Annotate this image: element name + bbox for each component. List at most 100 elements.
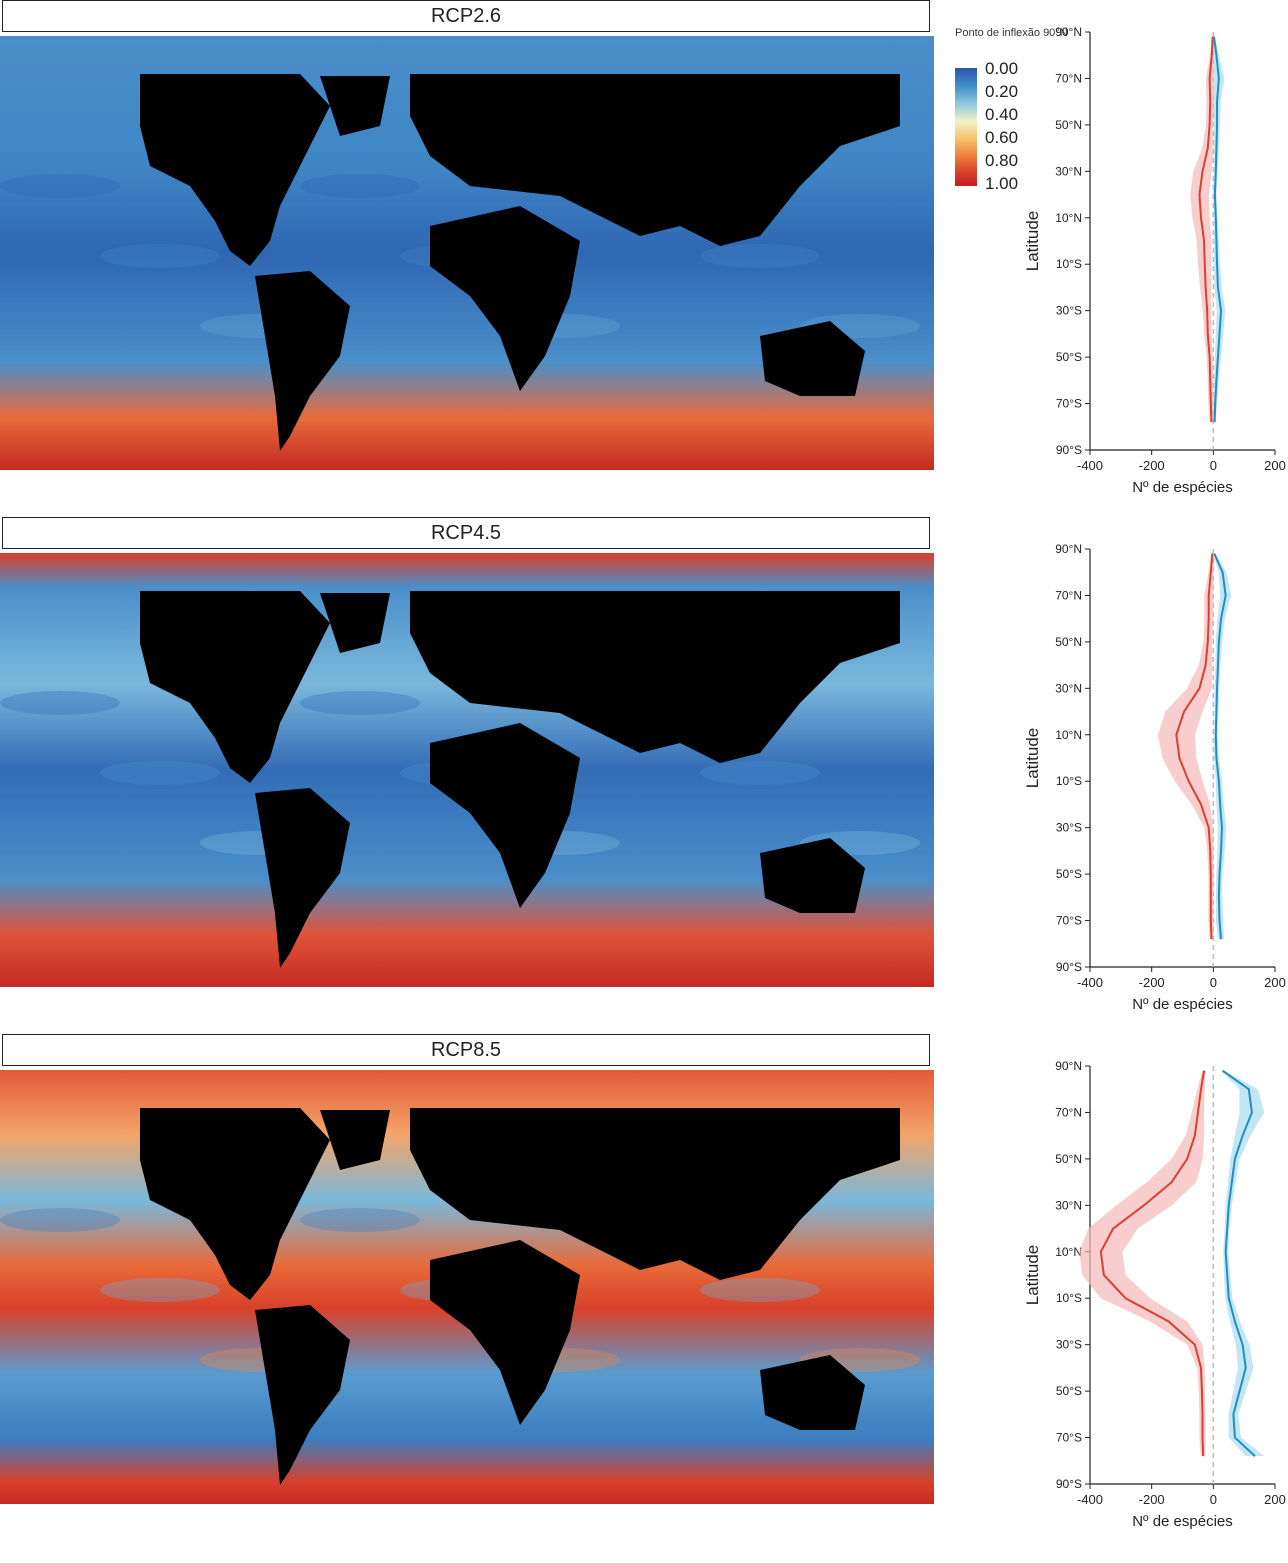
series-band-0 — [1079, 1070, 1206, 1457]
continent-north-america — [140, 591, 330, 783]
ocean-texture — [100, 1278, 220, 1302]
x-tick-label: -200 — [1139, 975, 1165, 990]
panel-title-0: RCP2.6 — [2, 0, 930, 32]
y-tick-label: 10°N — [1055, 1245, 1082, 1259]
x-tick-label: -200 — [1139, 458, 1165, 473]
legend-label-2: 0.40 — [985, 105, 1019, 124]
y-tick-label: 70°N — [1055, 71, 1082, 85]
y-tick-label: 50°N — [1055, 1152, 1082, 1166]
ocean-texture — [0, 691, 120, 715]
continent-eurasia — [410, 1108, 900, 1280]
continent-greenland — [320, 76, 390, 136]
y-tick-label: 70°S — [1056, 914, 1082, 928]
continent-south-america — [255, 788, 350, 968]
y-tick-label: 70°N — [1055, 588, 1082, 602]
x-axis-label: Nº de espécies — [1132, 479, 1233, 496]
continent-eurasia — [410, 74, 900, 246]
continent-north-america — [140, 1108, 330, 1300]
y-tick-label: 90°N — [1055, 25, 1082, 39]
y-tick-label: 30°N — [1055, 1198, 1082, 1212]
series-line-0 — [1099, 1070, 1206, 1457]
y-tick-label: 70°N — [1055, 1105, 1082, 1119]
world-map-1 — [0, 553, 934, 987]
ocean-texture — [300, 174, 420, 198]
x-axis-label: Nº de espécies — [1132, 1513, 1233, 1530]
legend-label-5: 1.00 — [985, 174, 1019, 193]
x-tick-label: 200 — [1264, 975, 1286, 990]
ocean-texture — [300, 1208, 420, 1232]
y-tick-label: 10°S — [1056, 257, 1082, 271]
continent-australia — [760, 321, 865, 396]
ocean-texture — [0, 174, 120, 198]
legend-label-0: 0.00 — [985, 59, 1019, 78]
y-tick-label: 50°S — [1056, 867, 1082, 881]
continent-australia — [760, 838, 865, 913]
series-band-1 — [1213, 36, 1226, 423]
ocean-texture — [700, 761, 820, 785]
y-tick-label: 10°S — [1056, 774, 1082, 788]
world-map-0 — [0, 36, 934, 470]
y-tick-label: 50°N — [1055, 118, 1082, 132]
x-tick-label: 200 — [1264, 1492, 1286, 1507]
ocean-texture — [100, 244, 220, 268]
legend-label-4: 0.80 — [985, 151, 1019, 170]
x-tick-label: -200 — [1139, 1492, 1165, 1507]
y-tick-label: 30°N — [1055, 164, 1082, 178]
color-legend: 0.00 0.20 0.40 0.60 0.80 1.00 — [955, 60, 1035, 193]
ocean-texture — [700, 1278, 820, 1302]
y-tick-label: 30°S — [1056, 1338, 1082, 1352]
y-tick-label: 70°S — [1056, 397, 1082, 411]
y-tick-label: 90°S — [1056, 443, 1082, 457]
continent-south-america — [255, 271, 350, 451]
inflection-label: Ponto de inflexão 90°N — [955, 27, 1068, 39]
ocean-texture — [0, 1208, 120, 1232]
series-line-0 — [1175, 553, 1214, 940]
y-tick-label: 90°N — [1055, 1059, 1082, 1073]
continent-greenland — [320, 1110, 390, 1170]
y-tick-label: 90°N — [1055, 542, 1082, 556]
ocean-texture — [100, 761, 220, 785]
continent-africa — [430, 206, 580, 391]
legend-colorbar — [955, 68, 977, 186]
ocean-texture — [700, 244, 820, 268]
series-band-1 — [1220, 1070, 1265, 1457]
y-tick-label: 70°S — [1056, 1431, 1082, 1445]
panel-title-2: RCP8.5 — [2, 1034, 930, 1066]
y-tick-label: 90°S — [1056, 1477, 1082, 1491]
legend-label-1: 0.20 — [985, 82, 1019, 101]
continent-north-america — [140, 74, 330, 266]
x-axis-label: Nº de espécies — [1132, 996, 1233, 1013]
series-line-1 — [1222, 1069, 1256, 1457]
series-band-0 — [1157, 553, 1214, 940]
y-tick-label: 10°S — [1056, 1291, 1082, 1305]
x-tick-label: -400 — [1077, 458, 1103, 473]
x-tick-label: -400 — [1077, 975, 1103, 990]
y-tick-label: 30°S — [1056, 304, 1082, 318]
x-tick-label: 0 — [1210, 458, 1217, 473]
x-tick-label: 200 — [1264, 458, 1286, 473]
y-tick-label: 90°S — [1056, 960, 1082, 974]
y-axis-label: Latitude — [1023, 728, 1042, 789]
latitude-profile-1: 90°N 70°N 50°N 30°N 10°N 10°S 30°S 50°S 70°S 90°S… — [1023, 542, 1286, 1013]
latitude-profile-0: 90°N 70°N 50°N 30°N 10°N 10°S 30°S 50°S 70°S 90°S… — [1023, 25, 1286, 496]
series-line-1 — [1212, 36, 1223, 423]
y-axis-label: Latitude — [1023, 211, 1042, 272]
latitude-profile-2: 90°N 70°N 50°N 30°N 10°N 10°S 30°S 50°S 70°S 90°S… — [1023, 1059, 1286, 1530]
continent-africa — [430, 1240, 580, 1425]
panel-title-1: RCP4.5 — [2, 517, 930, 549]
y-axis-label: Latitude — [1023, 1245, 1042, 1306]
continent-eurasia — [410, 591, 900, 763]
y-tick-label: 50°S — [1056, 1384, 1082, 1398]
continent-south-america — [255, 1305, 350, 1485]
x-tick-label: -400 — [1077, 1492, 1103, 1507]
y-tick-label: 30°S — [1056, 821, 1082, 835]
x-tick-label: 0 — [1210, 975, 1217, 990]
continent-australia — [760, 1355, 865, 1430]
series-line-1 — [1213, 553, 1227, 940]
series-line-0 — [1198, 36, 1214, 423]
y-tick-label: 30°N — [1055, 681, 1082, 695]
y-tick-label: 50°N — [1055, 635, 1082, 649]
legend-label-3: 0.60 — [985, 128, 1019, 147]
y-tick-label: 10°N — [1055, 211, 1082, 225]
continent-africa — [430, 723, 580, 908]
